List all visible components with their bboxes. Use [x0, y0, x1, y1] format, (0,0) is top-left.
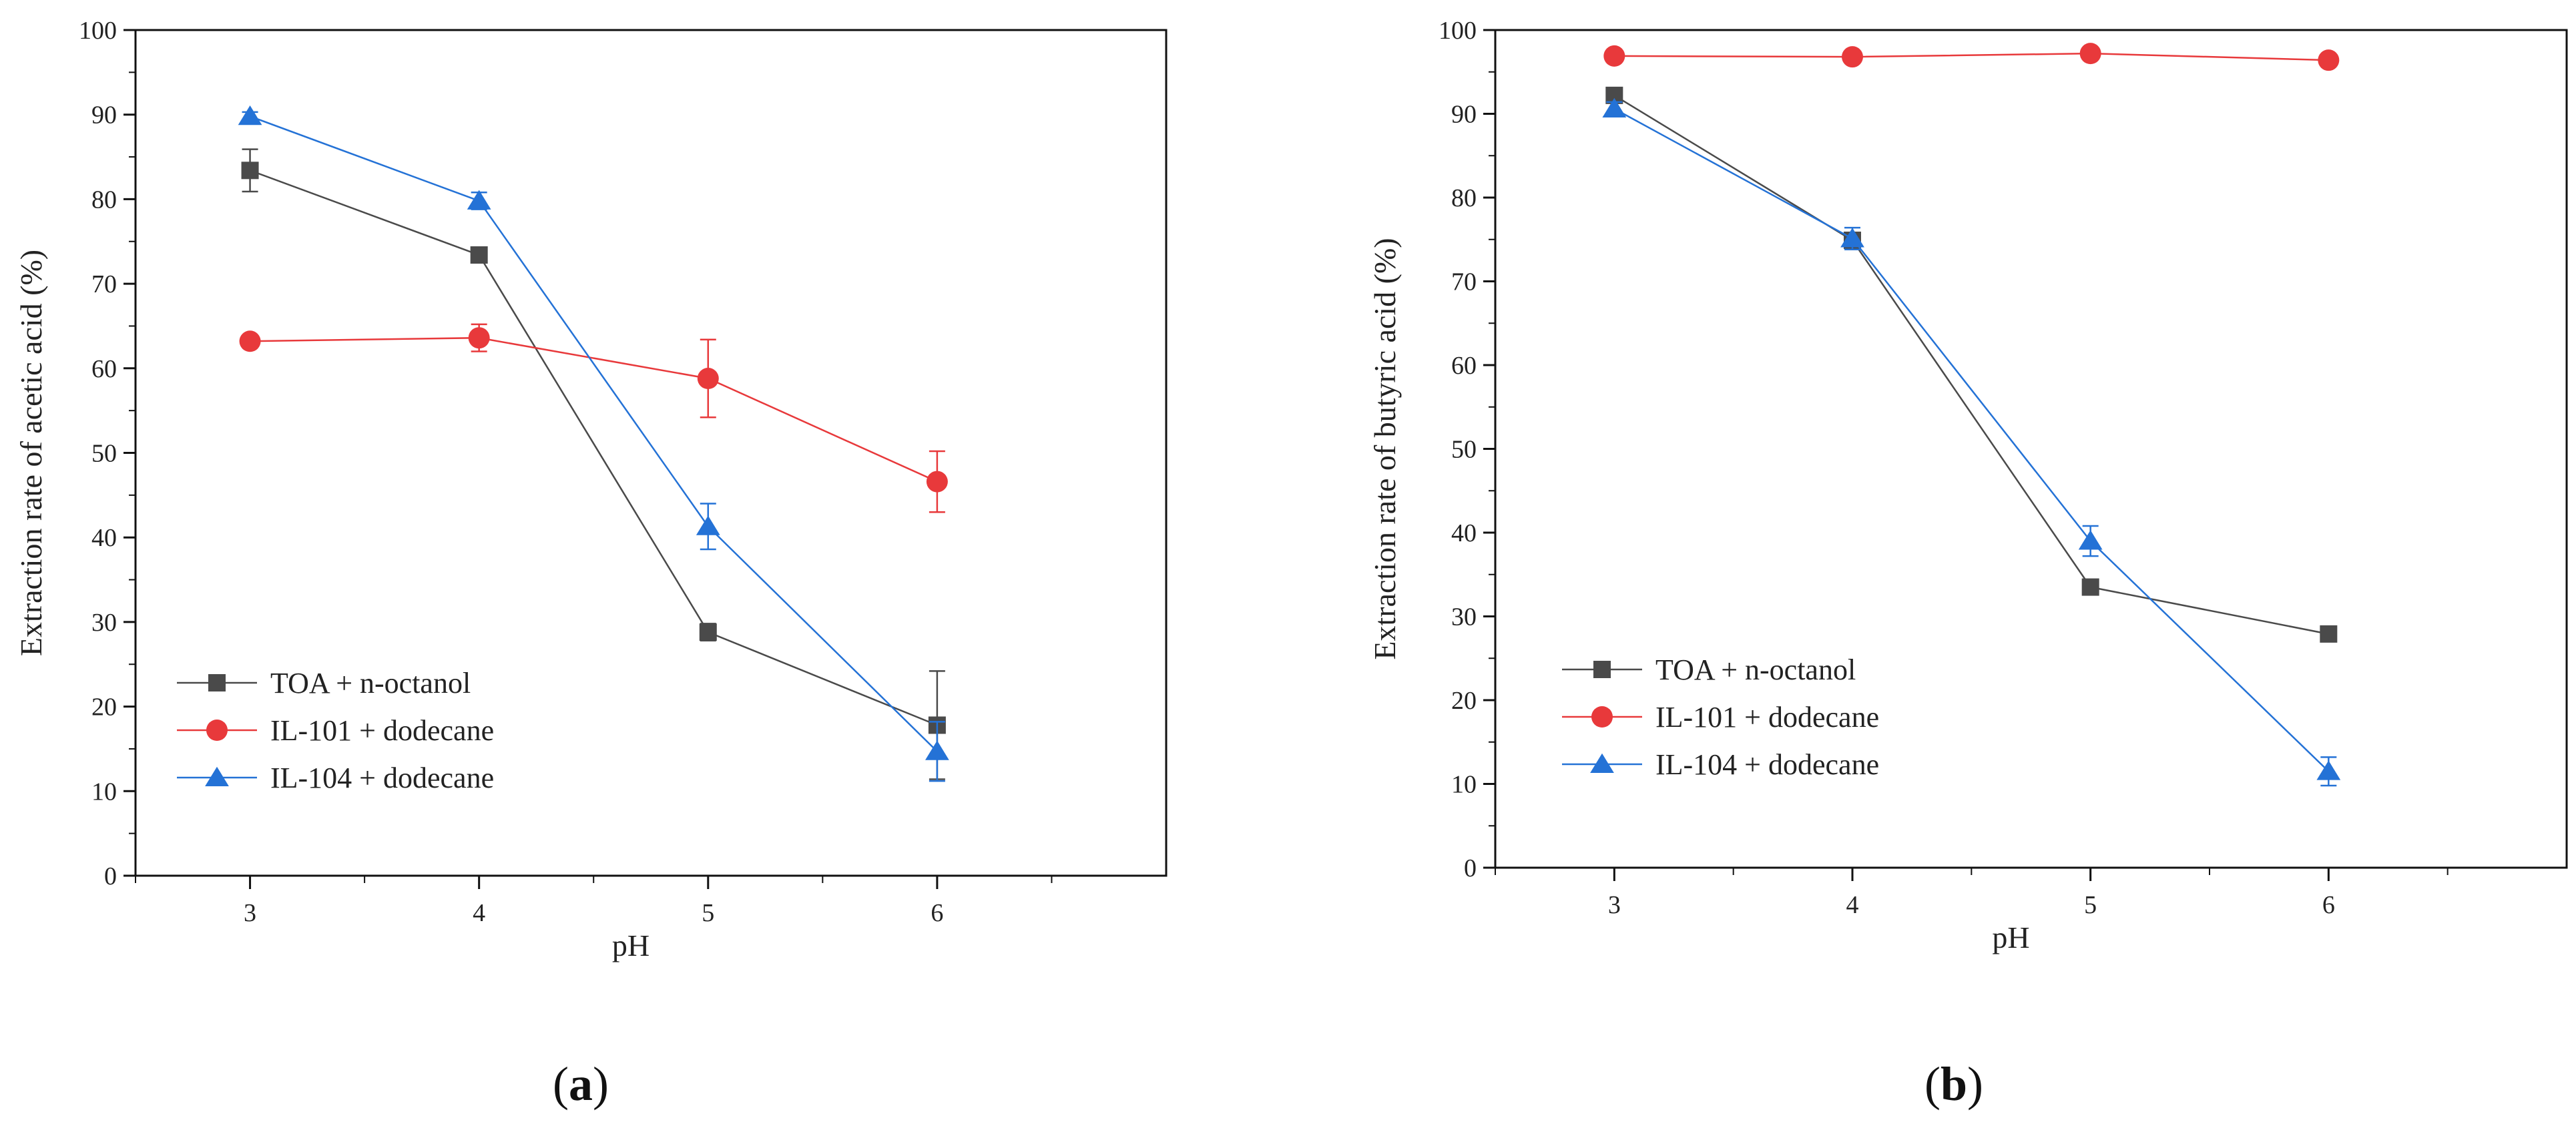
- data-point: [2081, 578, 2099, 596]
- y-tick-label: 0: [1464, 854, 1477, 882]
- y-tick-label: 70: [1451, 268, 1477, 296]
- legend-marker: [206, 720, 228, 741]
- data-point: [2320, 625, 2338, 643]
- series-line: [250, 170, 938, 726]
- y-tick-label: 10: [1451, 771, 1477, 799]
- legend-entry: IL-104 + dodecane: [177, 762, 494, 794]
- legend-label: TOA + n-octanol: [270, 667, 471, 699]
- legend-label: IL-104 + dodecane: [270, 762, 494, 794]
- x-tick-label: 4: [473, 899, 485, 927]
- chart-panel-b: 0 10 20 30 40 50 60 70 80 90 100 3 4 5 6 pH Extraction r…: [1288, 0, 2576, 1126]
- x-tick-label: 6: [2322, 891, 2335, 919]
- y-tick-label: 50: [1451, 436, 1477, 464]
- y-tick-label: 80: [1451, 184, 1477, 212]
- legend-label: IL-101 + dodecane: [1655, 701, 1879, 734]
- data-point: [238, 105, 262, 125]
- y-tick-label: 10: [91, 778, 117, 806]
- data-point: [1603, 45, 1625, 67]
- y-tick-label: 90: [91, 101, 117, 129]
- data-point: [470, 246, 488, 264]
- y-tick-label: 70: [91, 270, 117, 298]
- legend-marker: [1590, 753, 1614, 773]
- x-tick-label: 5: [2084, 891, 2097, 919]
- data-point: [696, 515, 720, 535]
- x-axis-title: pH: [1992, 920, 2029, 954]
- data-point: [239, 330, 261, 352]
- series-line: [1613, 94, 2329, 635]
- data-point: [2079, 43, 2101, 65]
- y-tick-label: 30: [91, 609, 117, 637]
- legend-marker: [205, 766, 229, 786]
- data-point: [1840, 228, 1864, 248]
- legend-entry: IL-101 + dodecane: [177, 714, 494, 747]
- data-point: [697, 368, 719, 390]
- series-line: [250, 115, 938, 752]
- y-axis-title: Extraction rate of butyric acid (%): [1368, 238, 1402, 659]
- y-tick-label: 60: [91, 355, 117, 383]
- data-point: [467, 190, 491, 210]
- legend-entry: IL-104 + dodecane: [1562, 748, 1879, 781]
- data-point: [1842, 46, 1863, 68]
- legend-label: IL-101 + dodecane: [270, 714, 494, 747]
- series-line: [250, 336, 938, 483]
- plot-frame: [134, 29, 1168, 877]
- series-line: [1613, 107, 2330, 772]
- data-point: [468, 327, 490, 349]
- data-point: [2316, 760, 2341, 780]
- series-2: [238, 105, 949, 782]
- legend-label: TOA + n-octanol: [1655, 653, 1856, 686]
- series-2: [1602, 97, 2341, 787]
- series-0: [1605, 86, 2338, 643]
- y-tick-label: 80: [91, 186, 117, 214]
- chart-b: 0 10 20 30 40 50 60 70 80 90 100 3 4 5 6 pH Extraction r…: [1368, 17, 2568, 1111]
- legend-marker: [1591, 706, 1613, 728]
- y-tick-label: 90: [1451, 101, 1477, 129]
- series-1: [1603, 43, 2340, 71]
- data-point: [2318, 49, 2340, 71]
- data-point: [699, 623, 717, 641]
- panel-caption: (b): [1924, 1057, 1983, 1111]
- legend-marker: [1593, 661, 1611, 678]
- y-tick-label: 40: [1451, 519, 1477, 547]
- x-tick-label: 3: [244, 899, 256, 927]
- legend-entry: TOA + n-octanol: [177, 667, 471, 699]
- y-tick-label: 40: [91, 524, 117, 552]
- y-axis-title: Extraction rate of acetic acid (%): [14, 250, 48, 656]
- series-1: [239, 323, 948, 513]
- legend-label: IL-104 + dodecane: [1655, 748, 1879, 781]
- data-point: [925, 740, 949, 760]
- x-tick-label: 5: [702, 899, 714, 927]
- data-point: [926, 471, 948, 493]
- y-tick-label: 20: [91, 693, 117, 722]
- x-tick-label: 6: [931, 899, 943, 927]
- x-axis-title: pH: [612, 928, 650, 962]
- y-tick-label: 50: [91, 440, 117, 468]
- series-line: [1614, 52, 2329, 61]
- legend-marker: [208, 674, 226, 691]
- data-point: [1602, 97, 1627, 117]
- chart-panel-a: 0 10 20 30 40 50 60 70 80 90 100 3 4 5 6 pH Extraction r…: [14, 17, 1168, 1111]
- y-tick-label: 0: [104, 862, 117, 890]
- y-tick-label: 30: [1451, 603, 1477, 631]
- data-point: [2078, 530, 2103, 550]
- x-tick-label: 4: [1846, 891, 1859, 919]
- panel-caption: (a): [553, 1057, 609, 1111]
- legend-entry: IL-101 + dodecane: [1562, 701, 1879, 734]
- y-tick-label: 20: [1451, 687, 1477, 715]
- y-tick-label: 100: [79, 17, 117, 45]
- y-tick-label: 60: [1451, 352, 1477, 380]
- y-tick-label: 100: [1439, 17, 1477, 45]
- data-point: [241, 162, 259, 180]
- plot-frame: [1494, 29, 2568, 869]
- x-tick-label: 3: [1608, 891, 1621, 919]
- chart-a: 0 10 20 30 40 50 60 70 80 90 100 3 4 5 6 pH Extraction r…: [14, 17, 1168, 1111]
- legend-entry: TOA + n-octanol: [1562, 653, 1856, 686]
